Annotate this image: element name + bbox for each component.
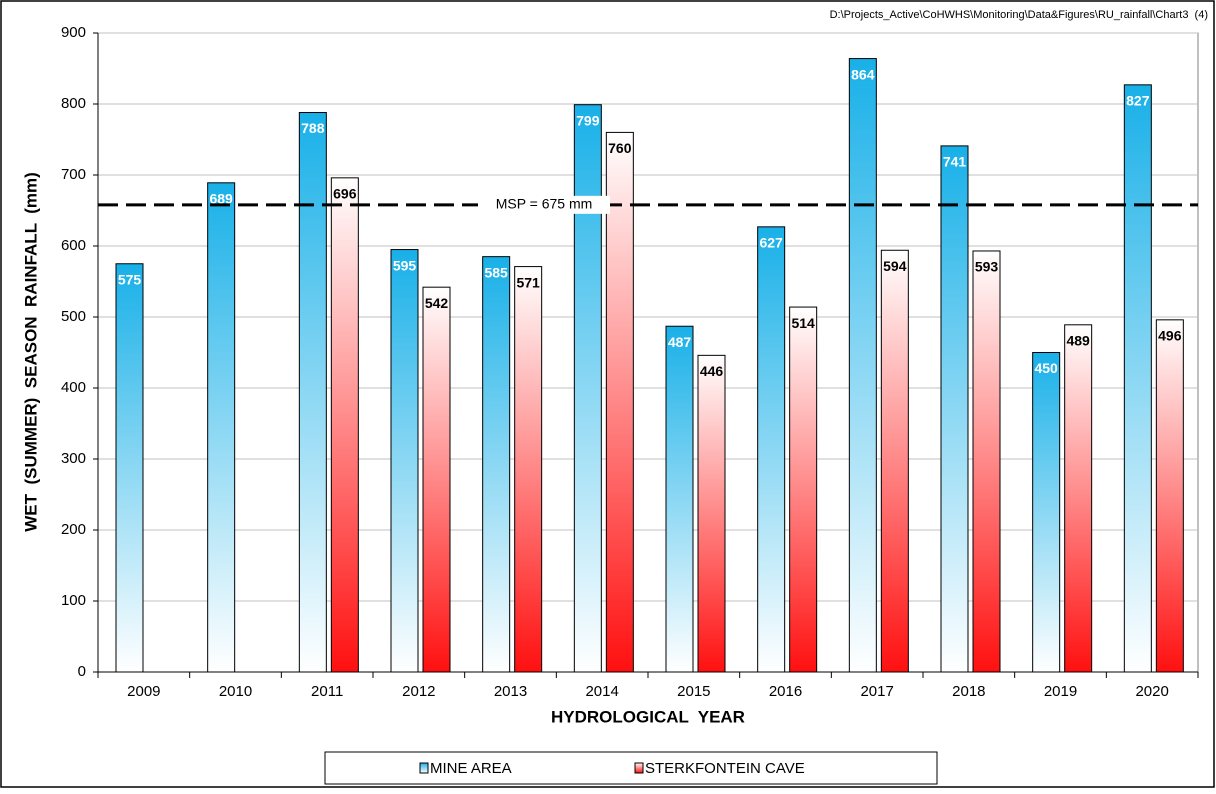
bar xyxy=(573,104,602,673)
bar xyxy=(789,306,818,673)
bar xyxy=(330,177,359,673)
x-tick-label: 2020 xyxy=(1135,683,1168,700)
bar xyxy=(940,145,969,673)
data-label: 450 xyxy=(1034,360,1058,376)
bar xyxy=(1123,84,1152,673)
bar xyxy=(390,249,419,673)
data-label: 593 xyxy=(975,259,999,275)
y-tick-label: 300 xyxy=(61,450,86,467)
bar xyxy=(848,58,877,673)
data-label: 760 xyxy=(608,140,632,156)
bar xyxy=(115,263,144,673)
bar xyxy=(697,354,726,673)
y-tick-label: 400 xyxy=(61,379,86,396)
x-axis-title: HYDROLOGICAL YEAR xyxy=(551,707,745,726)
data-label: 827 xyxy=(1126,93,1150,109)
x-tick-label: 2018 xyxy=(952,683,985,700)
bar xyxy=(514,266,543,673)
bar xyxy=(482,256,511,673)
data-label: 594 xyxy=(883,258,907,274)
data-label: 689 xyxy=(209,191,233,207)
x-tick-label: 2010 xyxy=(219,683,252,700)
bar xyxy=(422,286,451,673)
legend-swatch xyxy=(419,762,429,774)
plot-area xyxy=(97,32,1199,673)
data-label: 446 xyxy=(700,363,724,379)
data-label: 741 xyxy=(943,154,967,170)
x-tick-label: 2017 xyxy=(860,683,893,700)
x-tick-label: 2013 xyxy=(494,683,527,700)
y-tick-label: 800 xyxy=(61,95,86,112)
x-tick-label: 2014 xyxy=(585,683,618,700)
bar xyxy=(1064,324,1093,673)
data-label: 496 xyxy=(1158,328,1182,344)
data-label: 571 xyxy=(516,274,540,290)
data-label: 585 xyxy=(484,264,508,280)
data-label: 575 xyxy=(118,271,142,287)
bar xyxy=(605,131,634,673)
legend-swatch xyxy=(634,762,644,774)
data-label: 788 xyxy=(301,120,325,136)
data-label: 627 xyxy=(759,235,783,251)
y-tick-label: 0 xyxy=(78,663,86,680)
bar xyxy=(665,325,694,673)
legend-label: MINE AREA xyxy=(430,760,512,777)
bar xyxy=(880,249,909,673)
data-label: 696 xyxy=(333,186,357,202)
y-tick-label: 200 xyxy=(61,521,86,538)
y-tick-label: 500 xyxy=(61,308,86,325)
y-axis-title: WET (SUMMER) SEASON RAINFALL (mm) xyxy=(21,172,40,532)
data-label: 595 xyxy=(393,257,417,273)
y-tick-label: 100 xyxy=(61,592,86,609)
data-label: 799 xyxy=(576,112,600,128)
y-tick-label: 900 xyxy=(61,24,86,41)
bar xyxy=(1032,352,1061,673)
bar xyxy=(972,250,1001,673)
data-label: 514 xyxy=(791,315,815,331)
bar xyxy=(207,182,236,673)
bar xyxy=(298,112,327,673)
y-tick-label: 600 xyxy=(61,237,86,254)
x-tick-label: 2009 xyxy=(127,683,160,700)
data-label: 489 xyxy=(1066,333,1090,349)
x-tick-label: 2015 xyxy=(677,683,710,700)
legend-label: STERKFONTEIN CAVE xyxy=(645,760,805,777)
bar xyxy=(757,226,786,673)
legend-box xyxy=(324,751,938,785)
reference-label-bg xyxy=(478,195,610,214)
data-label: 542 xyxy=(425,295,449,311)
x-tick-label: 2019 xyxy=(1044,683,1077,700)
data-label: 487 xyxy=(668,334,692,350)
reference-label: MSP = 675 mm xyxy=(496,196,593,212)
data-label: 864 xyxy=(851,66,875,82)
x-tick-label: 2012 xyxy=(402,683,435,700)
y-tick-label: 700 xyxy=(61,166,86,183)
x-tick-label: 2011 xyxy=(311,683,343,700)
x-tick-label: 2016 xyxy=(769,683,802,700)
bar xyxy=(1155,319,1184,673)
file-path: D:\Projects_Active\CoHWHS\Monitoring\Dat… xyxy=(830,9,1208,21)
